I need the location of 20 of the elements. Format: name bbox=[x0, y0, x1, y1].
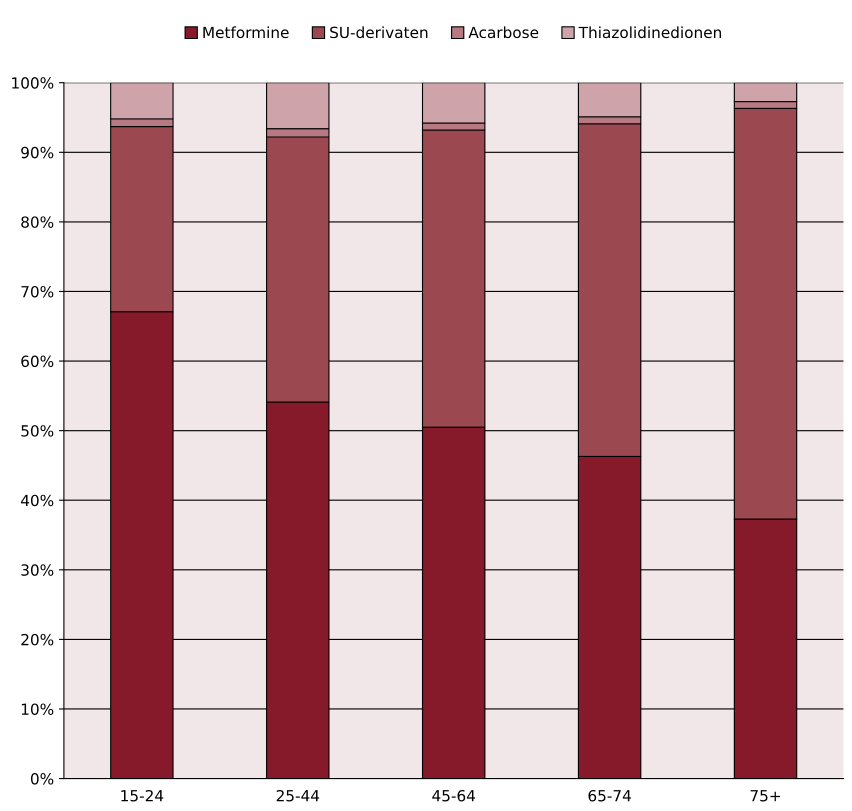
y-tick-label: 60% bbox=[21, 356, 54, 368]
x-tick-label: 25-44 bbox=[276, 790, 320, 802]
x-tick-label: 65-74 bbox=[588, 790, 631, 802]
y-tick-label: 70% bbox=[21, 286, 54, 298]
legend-label: Thiazolidinedionen bbox=[578, 26, 721, 38]
legend-label: Acarbose bbox=[468, 26, 538, 38]
y-tick-label: 80% bbox=[21, 216, 54, 228]
y-tick-label: 20% bbox=[21, 634, 54, 646]
y-tick-label: 90% bbox=[21, 146, 54, 158]
y-tick-label: 10% bbox=[22, 703, 54, 715]
x-tick-label: 75+ bbox=[750, 790, 780, 802]
y-tick-label: 100% bbox=[12, 77, 54, 89]
y-tick-label: 50% bbox=[21, 425, 54, 437]
x-tick-label: 15-24 bbox=[121, 790, 164, 802]
y-tick-label: 30% bbox=[21, 564, 54, 576]
legend-label: SU-derivaten bbox=[330, 26, 428, 38]
y-tick-label: 0% bbox=[30, 773, 54, 785]
legend-label: Metformine bbox=[203, 26, 289, 38]
y-tick-label: 40% bbox=[20, 494, 54, 506]
x-tick-label: 45-64 bbox=[432, 790, 476, 802]
